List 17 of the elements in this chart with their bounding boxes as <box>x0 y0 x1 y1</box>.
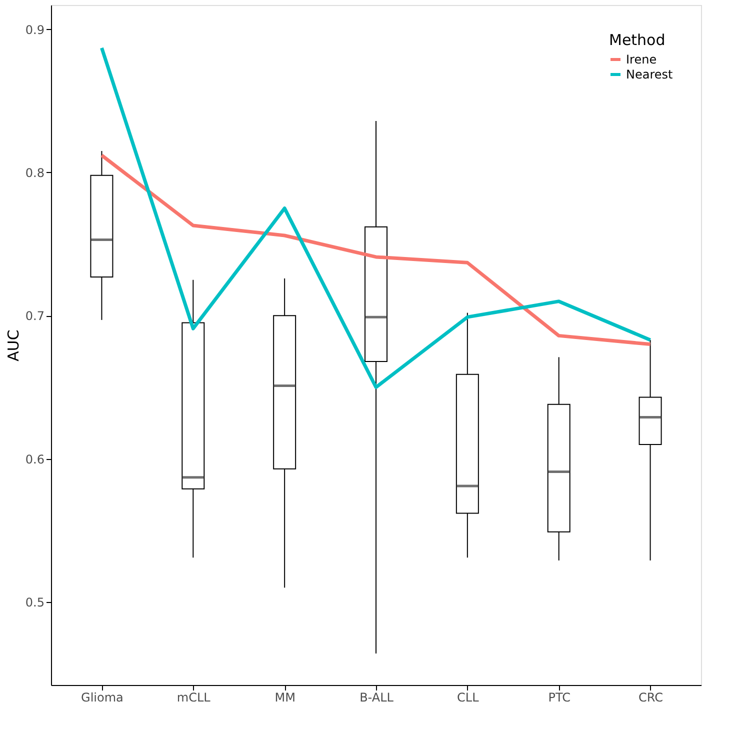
y-tick-label: 0.8 <box>25 166 44 180</box>
y-tick-label: 0.7 <box>25 309 44 324</box>
legend-label: Nearest <box>626 68 674 82</box>
legend-label: Irene <box>626 52 657 66</box>
x-tick-label: CRC <box>638 690 664 704</box>
x-tick-label: CLL <box>457 690 480 704</box>
y-axis-title: AUC <box>4 330 22 362</box>
x-tick-label: mCLL <box>176 690 211 704</box>
x-tick-label: MM <box>274 690 296 704</box>
x-tick-label: PTC <box>548 690 570 704</box>
y-tick-label: 0.9 <box>25 22 44 37</box>
line-series <box>100 154 652 346</box>
y-tick-label: 0.5 <box>25 595 44 610</box>
x-tick-label: B-ALL <box>360 690 394 704</box>
x-tick-label: Glioma <box>81 690 124 704</box>
y-tick-label: 0.6 <box>25 452 44 466</box>
legend-title: Method <box>609 31 666 49</box>
